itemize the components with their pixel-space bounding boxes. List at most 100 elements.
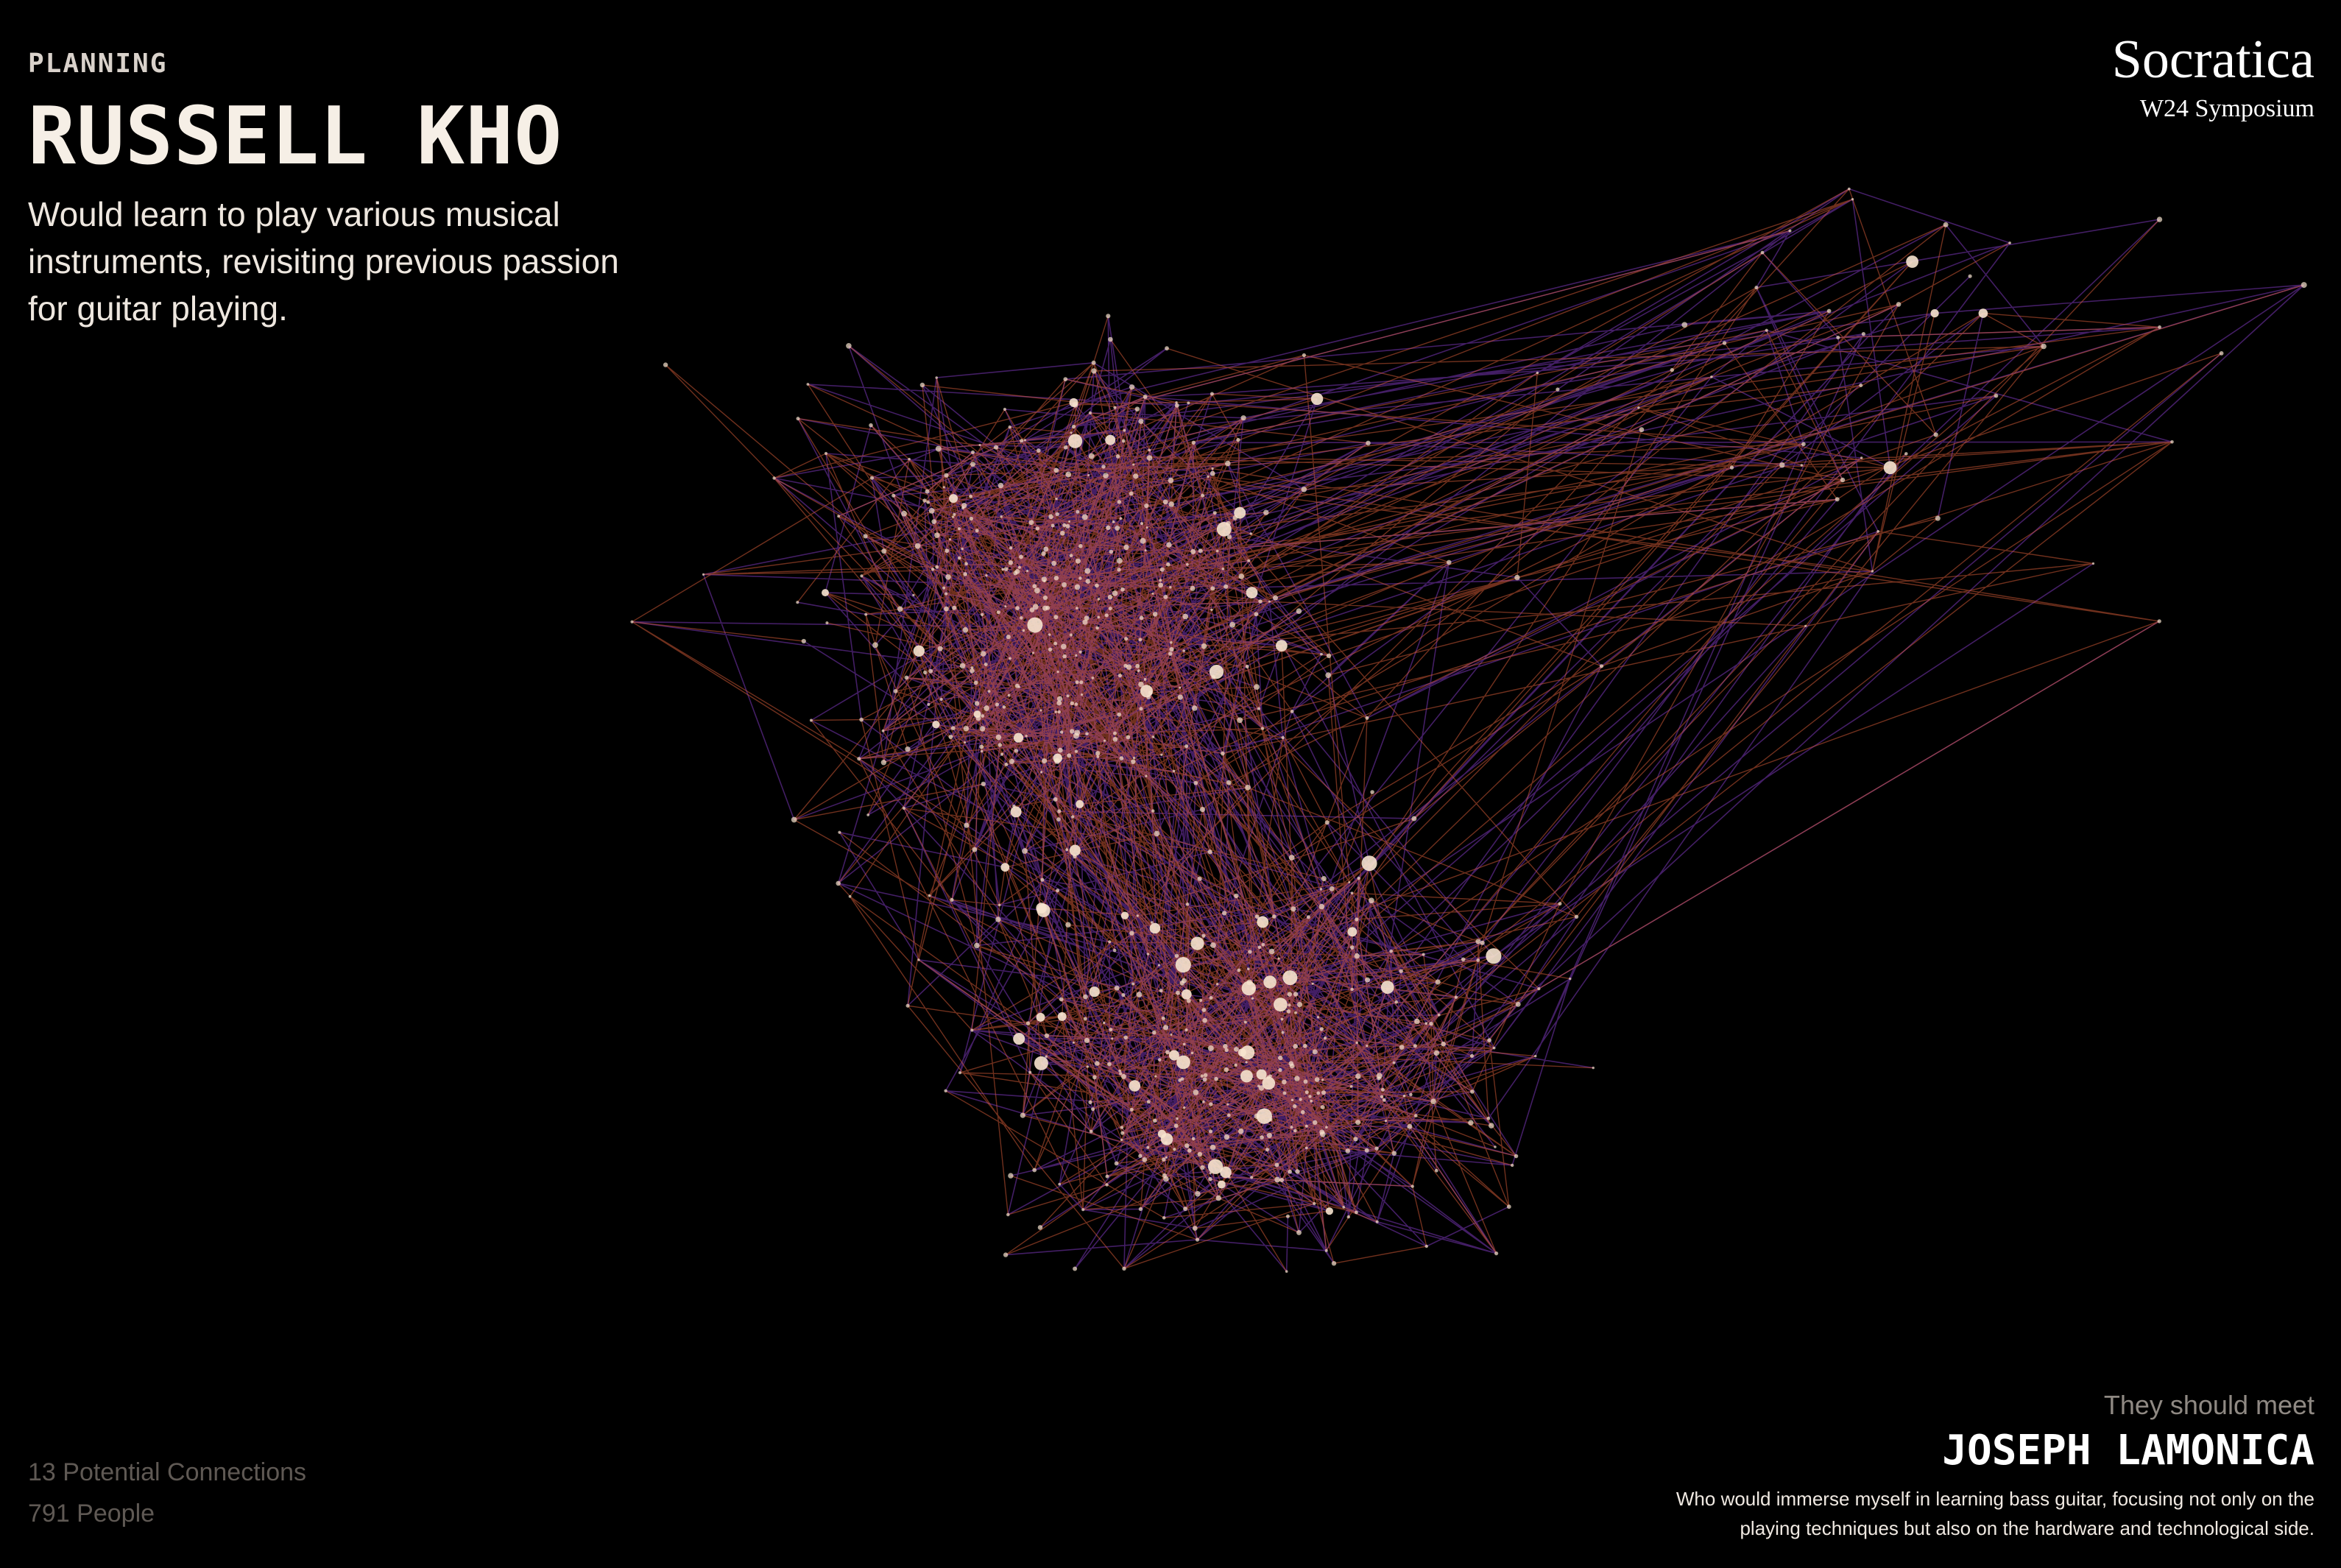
network-node [1120,911,1129,919]
network-node [928,508,935,514]
network-node [2041,343,2047,350]
network-node [1006,635,1011,640]
network-node [1258,599,1263,604]
network-node [1114,1161,1119,1166]
network-node [1138,681,1144,688]
network-node [1978,308,1988,318]
network-node [1320,1105,1325,1109]
network-node [1020,1112,1025,1118]
network-node [1536,371,1539,375]
network-node [1151,921,1154,924]
network-node [1200,1074,1204,1078]
network-node [1282,1079,1287,1085]
network-node [1293,992,1299,997]
network-node [1534,1054,1537,1058]
network-node [1174,953,1179,958]
network-node [1226,1113,1231,1117]
network-node [1053,753,1062,763]
network-node [1256,1069,1267,1080]
network-node [979,726,986,732]
network-node [1268,948,1275,955]
network-node [1316,1016,1320,1019]
network-node [1296,1002,1303,1008]
network-node [1312,1049,1318,1055]
network-node [1063,377,1068,381]
network-node [1117,712,1122,717]
network-node [1036,1012,1045,1022]
network-node [1057,1011,1067,1021]
network-node [1353,1137,1358,1142]
network-node [1237,1128,1244,1134]
network-node [1062,582,1067,587]
network-node [1295,1169,1300,1174]
network-node [1187,401,1190,405]
network-node [985,574,988,577]
network-node [891,493,896,498]
network-node [1202,1017,1207,1023]
network-node [1760,250,1765,255]
network-node [1906,255,1919,268]
network-node [1135,663,1140,668]
network-node [1470,1090,1475,1094]
network-node [1224,1067,1229,1073]
network-node [1263,509,1269,515]
network-node [1054,710,1058,713]
network-node [1486,1116,1491,1120]
network-node [1161,1016,1165,1020]
network-node [1883,461,1897,475]
network-node [937,646,943,651]
network-node [1071,815,1075,819]
network-node [1257,1084,1260,1088]
network-node [1113,406,1117,409]
match-name: JOSEPH LAMONICA [1942,1427,2314,1475]
network-node [1154,830,1160,837]
event-name: W24 Symposium [2139,95,2314,122]
network-node [1180,1077,1184,1081]
network-node [825,621,829,625]
network-node [1003,567,1009,571]
network-node [1329,886,1335,891]
network-node [1029,607,1035,612]
network-node [944,592,948,596]
network-node [1281,1031,1285,1034]
network-node [962,626,969,633]
network-node [1032,651,1034,654]
network-node [1048,647,1053,651]
network-node [1089,986,1100,997]
network-node [1035,526,1040,531]
network-node [1179,981,1184,986]
network-node [1399,1045,1405,1050]
network-node [1040,877,1045,882]
network-node [1380,1095,1384,1099]
network-node [1234,506,1246,519]
network-node [1028,520,1034,526]
network-node [1836,336,1840,339]
network-node [996,610,1000,615]
network-node [961,547,964,551]
network-node [1274,1176,1281,1183]
network-node [1025,735,1028,738]
network-node [1198,548,1203,554]
network-node [1019,554,1023,559]
network-node [1119,756,1124,760]
network-node [1009,758,1014,764]
network-node [1079,680,1084,685]
network-node [881,548,887,554]
network-node [1226,1103,1229,1106]
network-node [1968,274,1972,278]
network-node [1041,551,1046,557]
network-node [953,512,956,516]
network-node [1170,641,1173,644]
network-node [1175,957,1191,973]
network-node [1146,455,1153,461]
network-node [1192,1226,1198,1231]
network-node [1851,198,1854,201]
network-node [1146,953,1150,956]
network-node [1296,1229,1302,1235]
network-node [1084,615,1090,621]
network-node [801,638,806,644]
network-node [1765,328,1768,332]
network-node [1203,1073,1208,1078]
network-nodes [630,187,2307,1273]
network-node [1109,549,1114,554]
